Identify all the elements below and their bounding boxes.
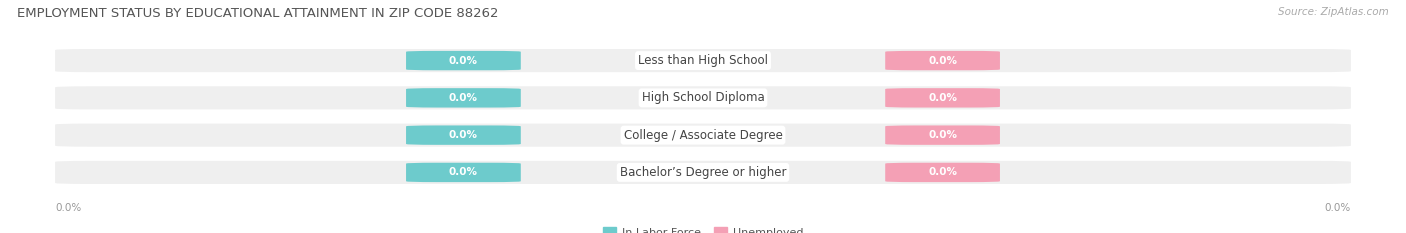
- Text: 0.0%: 0.0%: [449, 130, 478, 140]
- Text: 0.0%: 0.0%: [449, 93, 478, 103]
- Text: 0.0%: 0.0%: [928, 56, 957, 65]
- Text: 0.0%: 0.0%: [928, 93, 957, 103]
- Text: High School Diploma: High School Diploma: [641, 91, 765, 104]
- FancyBboxPatch shape: [55, 49, 1351, 72]
- Text: 0.0%: 0.0%: [449, 168, 478, 177]
- Text: College / Associate Degree: College / Associate Degree: [624, 129, 782, 142]
- FancyBboxPatch shape: [55, 161, 1351, 184]
- FancyBboxPatch shape: [55, 123, 1351, 147]
- Text: 0.0%: 0.0%: [1324, 203, 1351, 213]
- FancyBboxPatch shape: [886, 163, 1000, 182]
- FancyBboxPatch shape: [886, 88, 1000, 108]
- FancyBboxPatch shape: [406, 88, 520, 108]
- FancyBboxPatch shape: [406, 125, 520, 145]
- Text: Bachelor’s Degree or higher: Bachelor’s Degree or higher: [620, 166, 786, 179]
- FancyBboxPatch shape: [886, 51, 1000, 70]
- Text: 0.0%: 0.0%: [928, 130, 957, 140]
- Legend: In Labor Force, Unemployed: In Labor Force, Unemployed: [598, 223, 808, 233]
- Text: 0.0%: 0.0%: [55, 203, 82, 213]
- Text: 0.0%: 0.0%: [449, 56, 478, 65]
- FancyBboxPatch shape: [55, 86, 1351, 110]
- Text: 0.0%: 0.0%: [928, 168, 957, 177]
- Text: Less than High School: Less than High School: [638, 54, 768, 67]
- Text: Source: ZipAtlas.com: Source: ZipAtlas.com: [1278, 7, 1389, 17]
- Text: EMPLOYMENT STATUS BY EDUCATIONAL ATTAINMENT IN ZIP CODE 88262: EMPLOYMENT STATUS BY EDUCATIONAL ATTAINM…: [17, 7, 498, 20]
- FancyBboxPatch shape: [886, 125, 1000, 145]
- FancyBboxPatch shape: [406, 51, 520, 70]
- FancyBboxPatch shape: [406, 163, 520, 182]
